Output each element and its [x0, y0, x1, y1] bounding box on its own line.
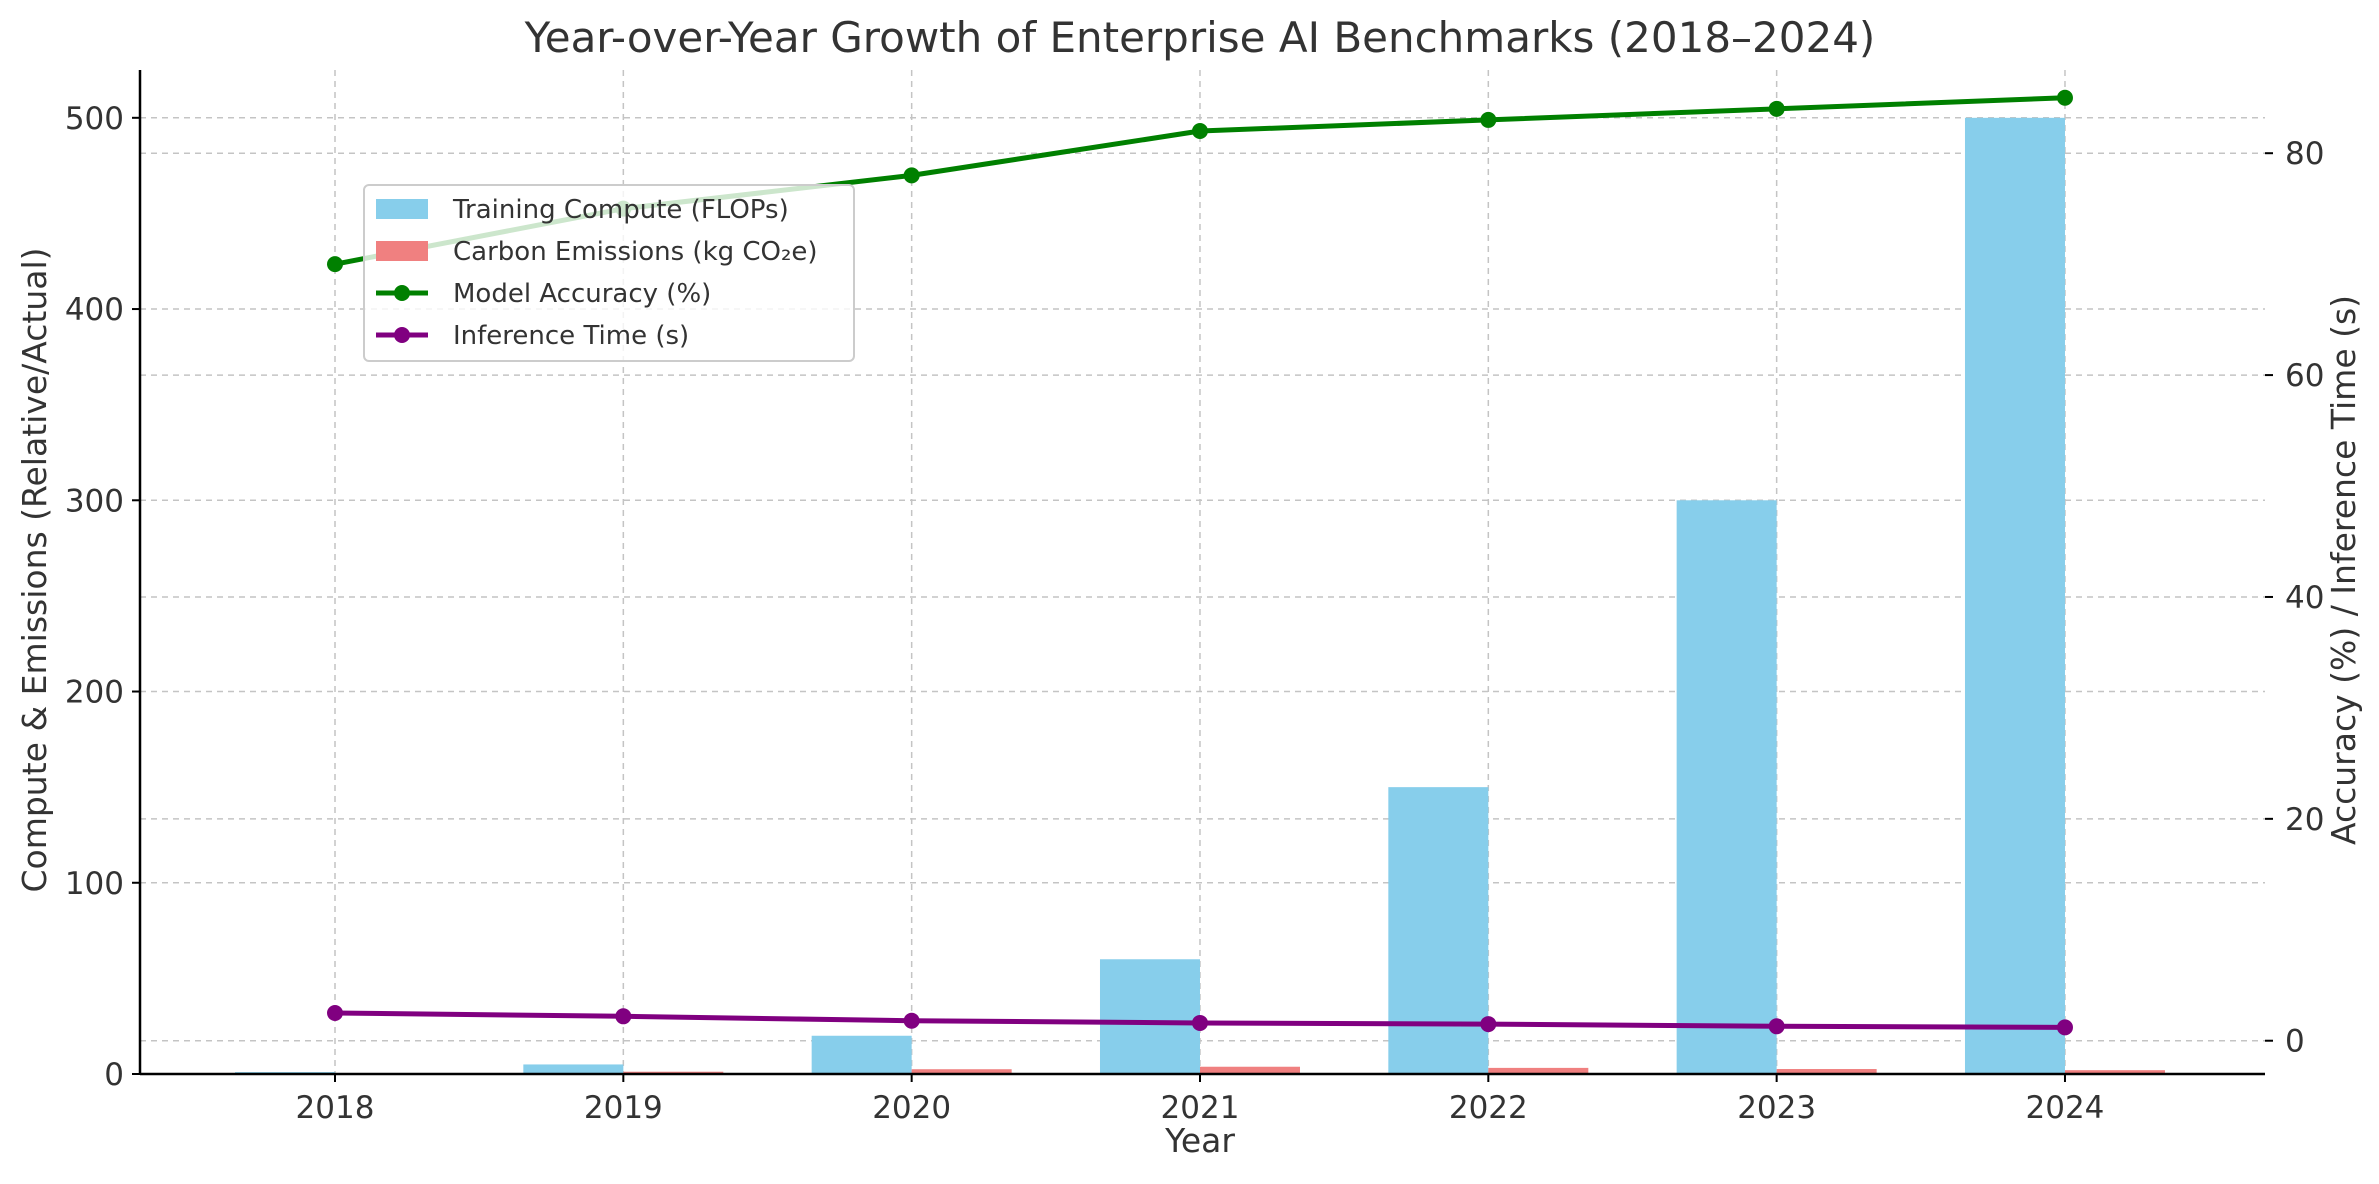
legend: Training Compute (FLOPs) Carbon Emissions… — [363, 184, 855, 362]
emissions-bar — [1776, 1069, 1877, 1074]
axes-layer — [138, 70, 2265, 1076]
ticks-layer: 2018 2019 2020 2021 2022 2023 2024010020030040… — [65, 101, 2325, 1126]
compute-bar — [523, 1064, 624, 1074]
y2-tick-label: 20 — [2285, 802, 2324, 838]
accuracy-point — [1191, 123, 1208, 140]
x-tick-label: 2018 — [296, 1090, 375, 1126]
compute-bar — [1676, 500, 1777, 1074]
inference-point — [1191, 1014, 1208, 1031]
compute-bar — [1964, 117, 2065, 1075]
emissions-bar — [1199, 1066, 1300, 1074]
emissions-bar — [1488, 1067, 1589, 1074]
compute-bar — [811, 1035, 912, 1074]
x-tick-label: 2019 — [584, 1090, 663, 1126]
accuracy-point — [903, 167, 920, 184]
x-axis-label: Year — [1164, 1121, 1235, 1160]
y2-tick-label: 40 — [2285, 580, 2324, 616]
inference-point — [1768, 1018, 1785, 1035]
legend-label: Model Accuracy (%) — [453, 279, 711, 309]
legend-swatch — [376, 241, 428, 261]
legend-label: Carbon Emissions (kg CO₂e) — [453, 237, 818, 267]
accuracy-point — [327, 256, 343, 273]
inference-point — [1480, 1016, 1497, 1033]
legend-box — [363, 184, 855, 362]
legend-marker — [394, 327, 410, 343]
accuracy-point — [1768, 100, 1785, 117]
x-tick-label: 2024 — [2026, 1090, 2105, 1126]
legend-label: Training Compute (FLOPs) — [452, 195, 789, 225]
inference-point — [327, 1004, 343, 1021]
x-tick-label: 2023 — [1737, 1090, 1816, 1126]
emissions-bar — [911, 1069, 1012, 1074]
bars-layer — [235, 117, 2165, 1075]
y-tick-label: 200 — [65, 675, 124, 711]
y-axis-label: Compute & Emissions (Relative/Actual) — [15, 247, 54, 892]
x-tick-label: 2020 — [872, 1090, 951, 1126]
x-tick-label: 2022 — [1449, 1090, 1528, 1126]
y-tick-label: 0 — [104, 1057, 124, 1093]
emissions-bar — [2064, 1070, 2165, 1074]
compute-bar — [1388, 787, 1489, 1074]
accuracy-point — [2056, 89, 2073, 106]
accuracy-point — [1480, 111, 1497, 128]
inference-point — [615, 1008, 632, 1025]
y-tick-label: 400 — [65, 292, 124, 328]
y-tick-label: 500 — [65, 101, 124, 137]
y2-axis-label: Accuracy (%) / Inference Time (s) — [2324, 295, 2363, 845]
compute-bar — [1099, 959, 1200, 1074]
inference-point — [2056, 1019, 2073, 1036]
y-tick-label: 300 — [65, 483, 124, 519]
y2-tick-label: 0 — [2285, 1024, 2305, 1060]
y2-tick-label: 80 — [2285, 136, 2324, 172]
inference-point — [903, 1012, 920, 1029]
x-tick-label: 2021 — [1161, 1090, 1240, 1126]
y-tick-label: 100 — [65, 866, 124, 902]
chart-title: Year-over-Year Growth of Enterprise AI B… — [524, 13, 1876, 62]
legend-swatch — [376, 199, 428, 219]
legend-marker — [394, 285, 410, 301]
legend-label: Inference Time (s) — [453, 321, 689, 351]
y2-tick-label: 60 — [2285, 358, 2324, 394]
